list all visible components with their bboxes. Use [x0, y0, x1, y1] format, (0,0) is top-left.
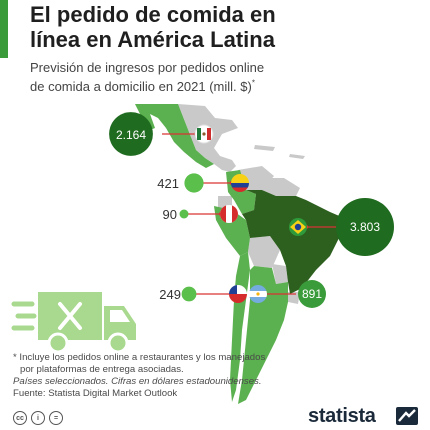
bolivia-land	[248, 236, 280, 268]
brazil-flag	[289, 218, 307, 236]
bubble-argentina	[298, 280, 326, 308]
no-derivatives-icon[interactable]: =	[49, 411, 63, 425]
value-label-brazil: 3.803	[350, 220, 380, 234]
brazil-land	[242, 190, 344, 294]
value-label-colombia: 421	[157, 176, 179, 191]
guianas-land	[262, 178, 300, 196]
caribbean-island-2	[289, 154, 305, 159]
bubble-colombia	[184, 173, 204, 193]
statista-logo[interactable]: statista	[308, 405, 376, 427]
value-label-argentina: 891	[302, 287, 322, 301]
peru-flag	[220, 205, 238, 223]
attribution-icon[interactable]: i	[31, 411, 45, 425]
footnote-source: Fuente: Statista Digital Market Outlook	[13, 388, 178, 399]
footnotes: * Incluye los pedidos online a restauran…	[13, 352, 413, 400]
bubble-peru	[179, 209, 189, 219]
license-icons: cc i =	[13, 411, 63, 427]
creative-commons-icon[interactable]: cc	[13, 411, 27, 425]
mexico-flag	[194, 124, 214, 144]
caribbean-island	[254, 145, 275, 151]
title-accent-bar	[0, 0, 8, 58]
footnote-countries: Países seleccionados. Cifras en dólares …	[13, 376, 262, 387]
value-label-chile: 249	[159, 287, 181, 302]
mexico-land	[135, 104, 214, 168]
page-title: El pedido de comida en línea en América …	[30, 2, 276, 52]
paraguay-land	[272, 264, 288, 284]
food-delivery-truck-icon	[11, 292, 136, 354]
bubble-mexico	[109, 112, 153, 156]
argentina-land	[238, 266, 288, 404]
bubble-chile	[181, 286, 197, 302]
bubble-brasil	[336, 198, 394, 256]
value-label-mexico: 2.164	[116, 128, 146, 142]
colombia-flag	[231, 174, 249, 192]
page-subtitle: Previsión de ingresos por pedidos online…	[30, 60, 265, 95]
statista-logo-mark-icon	[396, 407, 418, 425]
footnote-line-2: por plataformas de entrega asociadas.	[20, 364, 184, 375]
value-label-peru: 90	[163, 207, 177, 222]
argentina-flag	[249, 285, 267, 303]
footnote-line-1: * Incluye los pedidos online a restauran…	[13, 352, 266, 363]
chile-flag	[229, 285, 247, 303]
uruguay-land	[288, 292, 300, 304]
